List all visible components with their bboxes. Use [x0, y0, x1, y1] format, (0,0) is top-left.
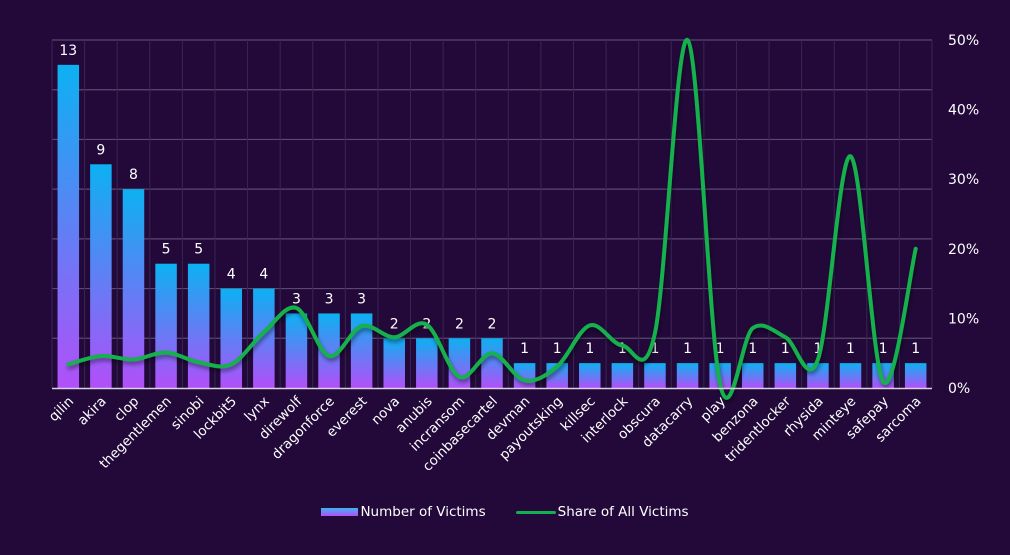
- gridlines: [52, 40, 932, 388]
- x-tick-label-akira: akira: [75, 394, 110, 429]
- legend-label-victims: Number of Victims: [360, 504, 485, 520]
- bar-thegentlemen: [155, 264, 177, 388]
- bar-obscura: [644, 363, 666, 388]
- legend-label-share: Share of All Victims: [558, 504, 689, 520]
- data-label-benzona: 1: [748, 341, 757, 357]
- data-label-incransom: 2: [455, 316, 464, 332]
- bar-nova: [383, 338, 405, 388]
- bar-benzona: [742, 363, 764, 388]
- data-label-direwolf: 3: [292, 291, 301, 307]
- right-axis-tick-label: 30%: [948, 172, 979, 188]
- bar-coinbasecartel: [481, 338, 503, 388]
- bar-lockbit5: [221, 289, 243, 388]
- data-label-minteye: 1: [846, 341, 855, 357]
- bar-interlock: [612, 363, 634, 388]
- data-label-sinobi: 5: [194, 242, 203, 258]
- bar-sarcoma: [905, 363, 927, 388]
- bar-minteye: [840, 363, 862, 388]
- data-label-coinbasecartel: 2: [488, 316, 497, 332]
- legend-line-swatch-icon: [516, 511, 556, 514]
- legend-item-victims: Number of Victims: [321, 504, 485, 520]
- bar-qilin: [58, 65, 80, 388]
- data-label-qilin: 13: [59, 43, 77, 59]
- legend: Number of Victims Share of All Victims: [0, 504, 1010, 520]
- legend-item-share: Share of All Victims: [516, 504, 689, 520]
- bar-direwolf: [286, 313, 308, 388]
- data-label-killsec: 1: [585, 341, 594, 357]
- data-label-everest: 3: [357, 291, 366, 307]
- right-axis-tick-label: 20%: [948, 242, 979, 258]
- bar-killsec: [579, 363, 601, 388]
- data-label-akira: 9: [96, 142, 105, 158]
- right-axis-tick-label: 0%: [948, 381, 970, 397]
- bar-datacarry: [677, 363, 699, 388]
- bar-rhysida: [807, 363, 829, 388]
- right-axis-tick-label: 10%: [948, 311, 979, 327]
- data-label-tridentlocker: 1: [781, 341, 790, 357]
- data-label-sarcoma: 1: [911, 341, 920, 357]
- bar-sinobi: [188, 264, 210, 388]
- data-label-nova: 2: [390, 316, 399, 332]
- bars: [58, 65, 927, 388]
- data-label-devman: 1: [520, 341, 529, 357]
- data-label-thegentlemen: 5: [162, 242, 171, 258]
- right-axis-tick-label: 40%: [948, 103, 979, 119]
- data-label-dragonforce: 3: [325, 291, 334, 307]
- bar-anubis: [416, 338, 438, 388]
- legend-bar-swatch-icon: [321, 508, 358, 516]
- data-label-clop: 8: [129, 167, 138, 183]
- data-label-payoutsking: 1: [553, 341, 562, 357]
- bar-incransom: [449, 338, 471, 388]
- data-label-lynx: 4: [259, 267, 268, 283]
- data-label-lockbit5: 4: [227, 267, 236, 283]
- data-label-datacarry: 1: [683, 341, 692, 357]
- right-axis-tick-label: 50%: [948, 33, 979, 49]
- bar-tridentlocker: [775, 363, 797, 388]
- data-label-safepay: 1: [879, 341, 888, 357]
- x-tick-label-qilin: qilin: [46, 394, 77, 425]
